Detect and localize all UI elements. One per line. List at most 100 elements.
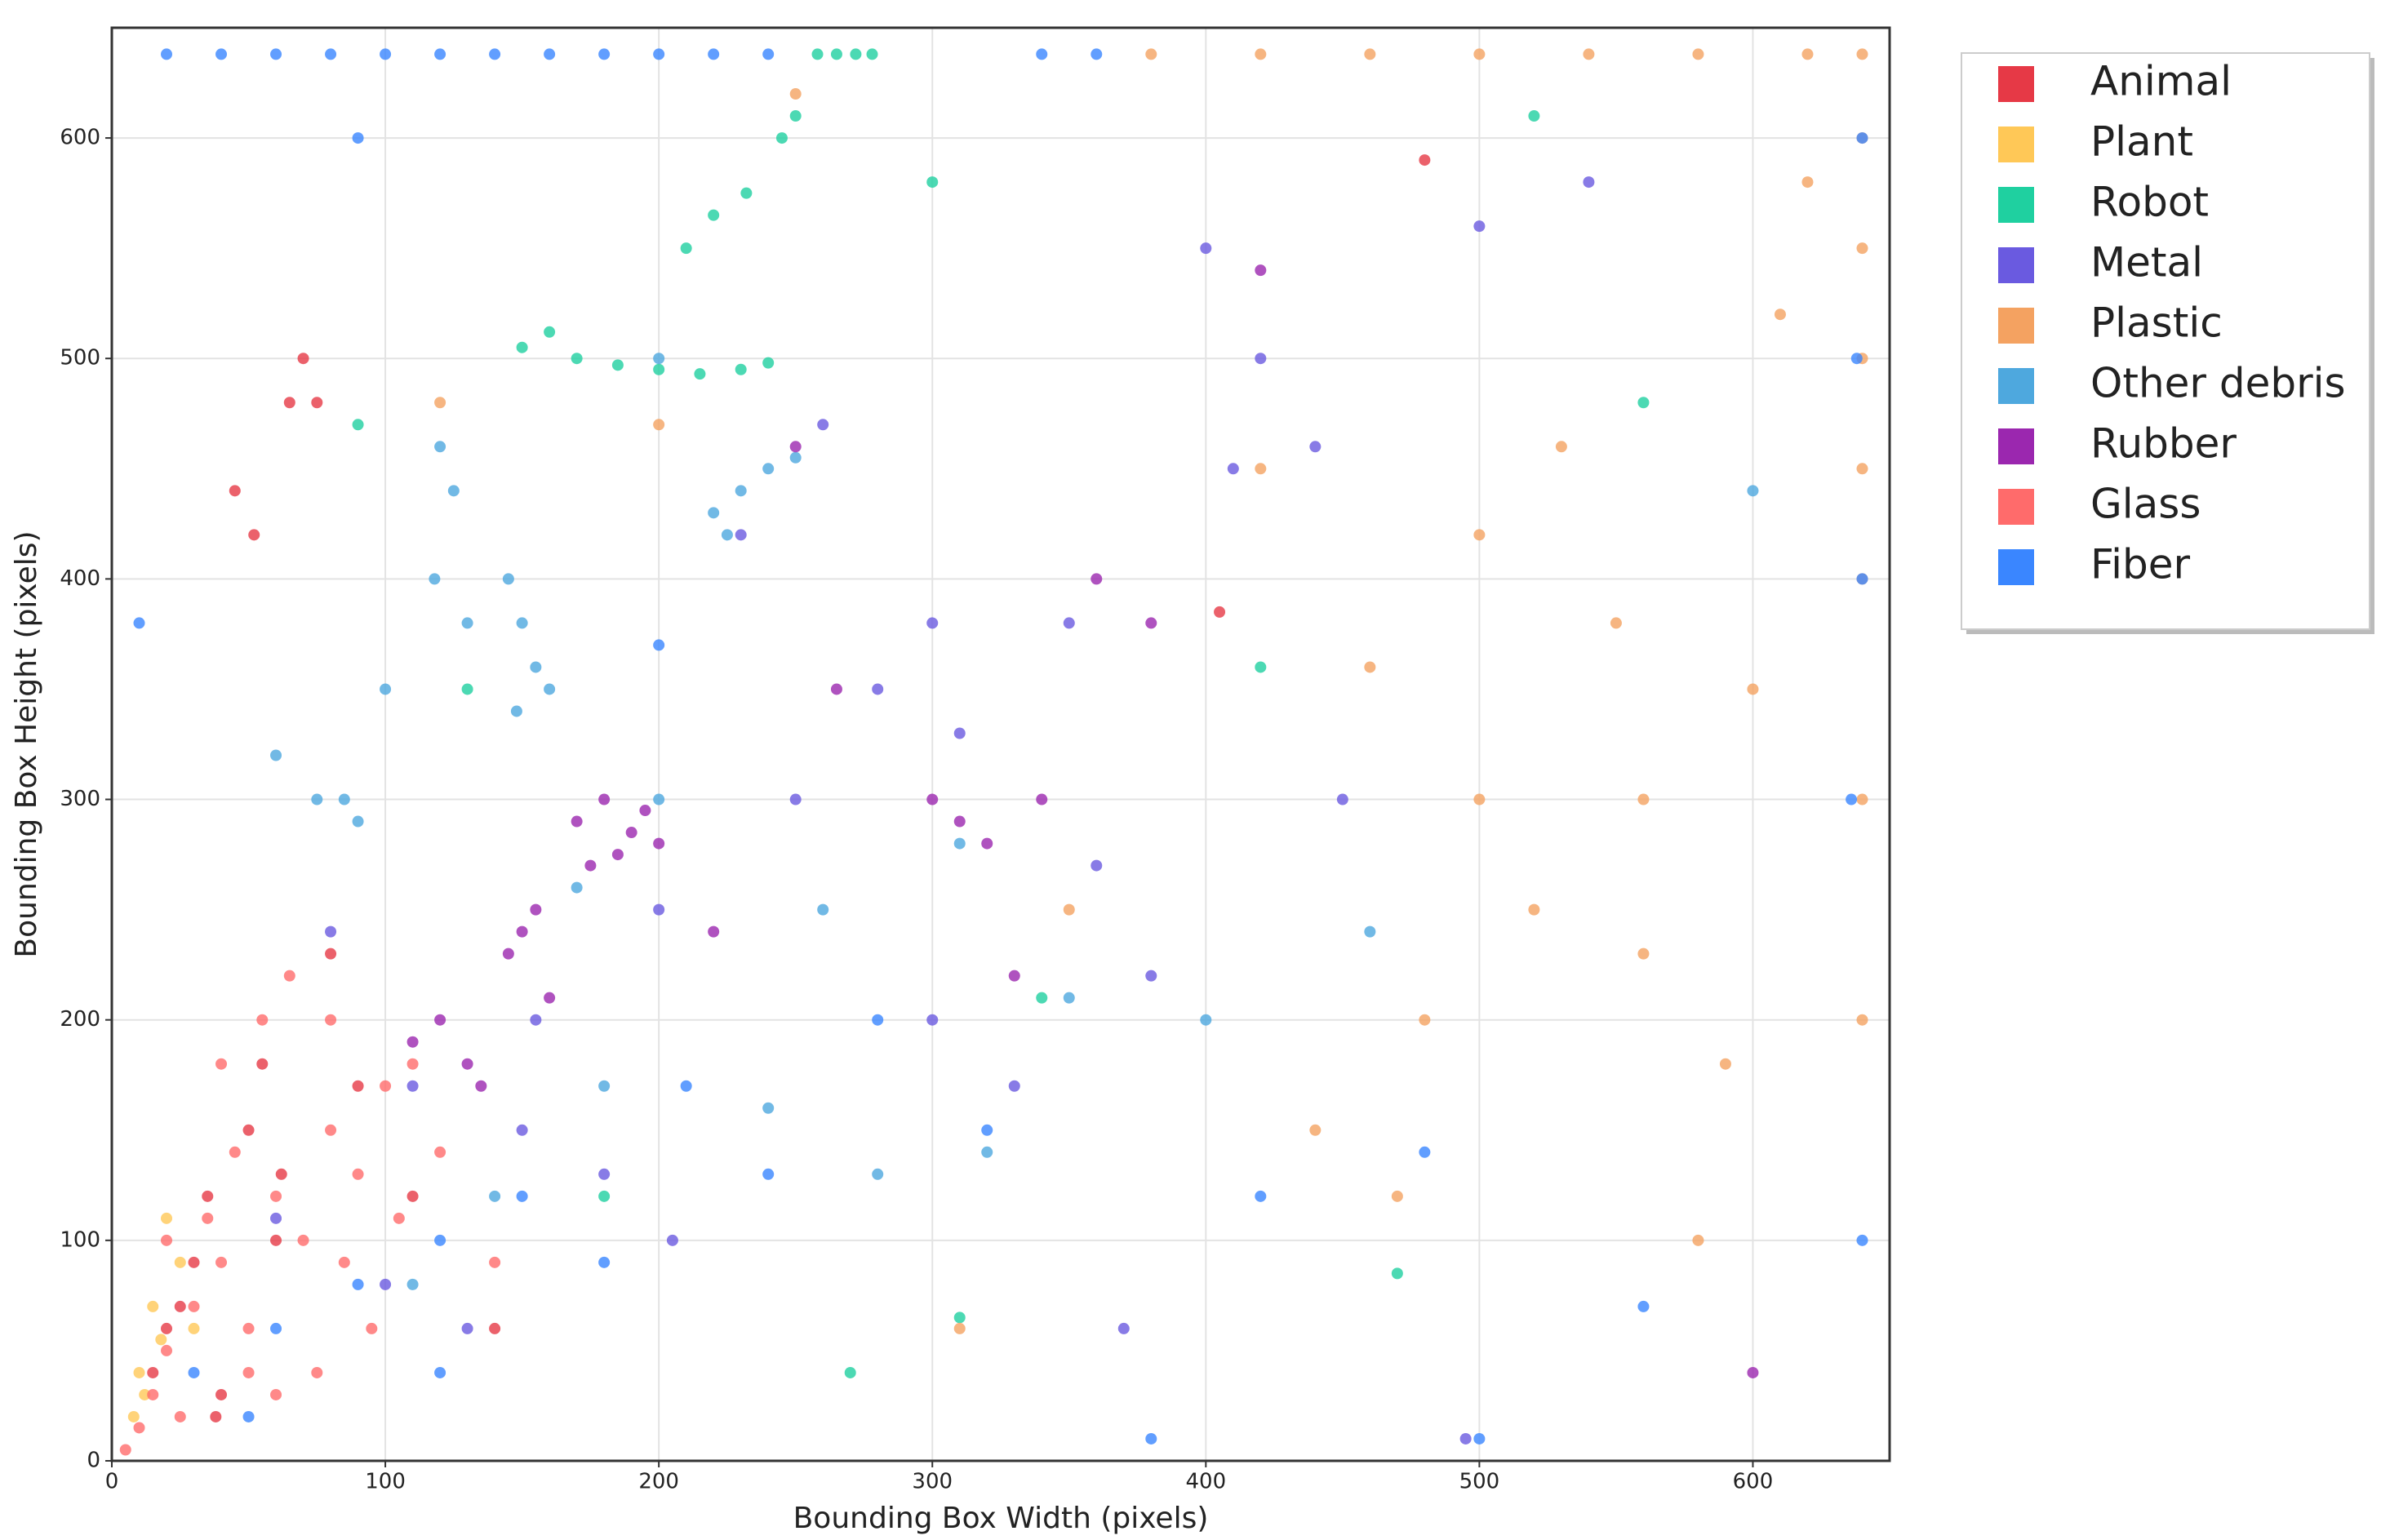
point (530, 661, 542, 673)
point (133, 1422, 145, 1434)
point (571, 815, 583, 828)
point (1856, 1234, 1868, 1246)
legend-label: Metal (2090, 239, 2203, 286)
point (653, 48, 665, 60)
point (1008, 1080, 1020, 1092)
point (248, 529, 260, 541)
point (1091, 48, 1103, 60)
y-tick-label: 300 (60, 787, 100, 811)
point (161, 1322, 173, 1334)
point (1391, 1190, 1403, 1202)
point (270, 749, 282, 761)
point (1846, 793, 1858, 806)
point (953, 837, 966, 850)
point (510, 705, 522, 717)
point (1459, 1432, 1472, 1445)
point (789, 88, 802, 100)
point (981, 1146, 993, 1158)
point (1255, 48, 1267, 60)
point (789, 451, 802, 464)
point (1255, 1190, 1267, 1202)
point (380, 683, 392, 695)
point (872, 683, 884, 695)
point (516, 1190, 528, 1202)
point (1583, 176, 1595, 189)
point (311, 793, 323, 806)
y-tick-label: 400 (60, 566, 100, 591)
point (434, 1366, 446, 1378)
point (735, 485, 747, 497)
point (516, 1124, 528, 1136)
point (1528, 110, 1540, 122)
point (242, 1124, 255, 1136)
point (611, 849, 624, 861)
point (1255, 264, 1267, 277)
point (666, 1234, 678, 1246)
point (380, 48, 392, 60)
point (530, 1014, 542, 1026)
point (740, 187, 753, 199)
point (174, 1410, 186, 1422)
point (188, 1366, 200, 1378)
point (1200, 242, 1212, 255)
point (1856, 132, 1868, 144)
point (133, 617, 145, 629)
point (1145, 617, 1157, 629)
point (850, 48, 862, 60)
legend-label: Fiber (2090, 541, 2191, 588)
x-axis-label: Bounding Box Width (pixels) (793, 1502, 1209, 1535)
point (926, 176, 939, 189)
point (598, 1168, 611, 1180)
point (352, 419, 364, 431)
point (447, 485, 460, 497)
point (174, 1256, 186, 1268)
point (1063, 992, 1075, 1004)
point (434, 441, 446, 453)
point (489, 48, 501, 60)
point (461, 683, 473, 695)
point (202, 1190, 214, 1202)
point (1419, 1146, 1431, 1158)
point (406, 1278, 419, 1290)
plot-frame (110, 26, 1891, 1462)
point (1801, 176, 1814, 189)
point (544, 683, 556, 695)
point (1419, 154, 1431, 166)
point (1255, 661, 1267, 673)
point (434, 397, 446, 409)
point (256, 1058, 269, 1070)
point (611, 359, 624, 371)
legend-swatch (1998, 489, 2034, 525)
point (127, 1410, 140, 1422)
point (1856, 242, 1868, 255)
point (1364, 48, 1376, 60)
point (1364, 661, 1376, 673)
point (352, 1168, 364, 1180)
point (1036, 992, 1048, 1004)
point (202, 1212, 214, 1224)
y-tick-label: 100 (60, 1227, 100, 1252)
point (380, 1278, 392, 1290)
point (1309, 1124, 1322, 1136)
point (133, 1366, 145, 1378)
legend-swatch (1998, 428, 2034, 464)
point (1719, 1058, 1731, 1070)
point (434, 1014, 446, 1026)
point (866, 48, 878, 60)
legend-swatch (1998, 126, 2034, 162)
point (830, 48, 842, 60)
legend-label: Glass (2090, 481, 2201, 528)
x-tick-label: 300 (912, 1470, 953, 1494)
point (639, 805, 651, 817)
point (653, 793, 665, 806)
point (352, 1080, 364, 1092)
point (926, 617, 939, 629)
point (229, 1146, 241, 1158)
point (1747, 1366, 1759, 1378)
point (406, 1080, 419, 1092)
y-axis-label: Bounding Box Height (pixels) (10, 530, 43, 957)
point (1227, 463, 1239, 475)
point (1091, 859, 1103, 872)
point (325, 925, 337, 938)
point (981, 837, 993, 850)
